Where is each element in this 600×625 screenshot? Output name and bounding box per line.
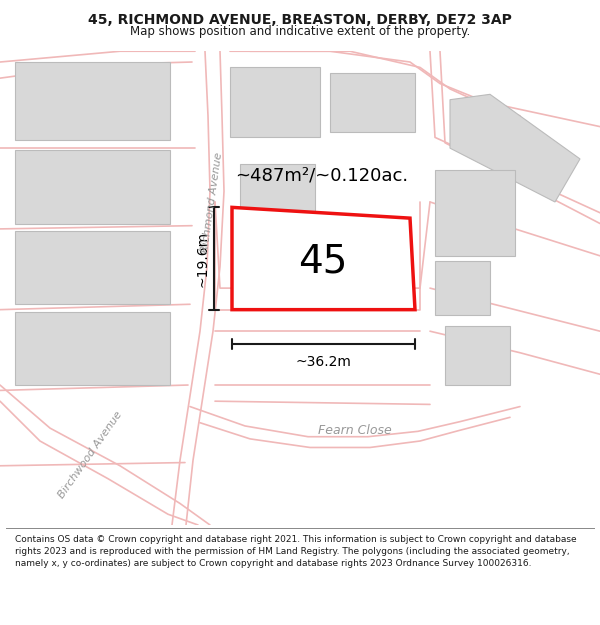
Polygon shape: [232, 208, 415, 309]
Bar: [15, 312, 170, 385]
Bar: [15, 62, 170, 139]
Text: Contains OS data © Crown copyright and database right 2021. This information is : Contains OS data © Crown copyright and d…: [15, 535, 577, 568]
Bar: [15, 150, 170, 224]
Polygon shape: [450, 94, 580, 202]
Text: Fearn Close: Fearn Close: [318, 424, 392, 437]
Text: Richmond Avenue: Richmond Avenue: [200, 151, 224, 253]
Bar: [230, 68, 320, 138]
Text: ~487m²/~0.120ac.: ~487m²/~0.120ac.: [235, 166, 408, 184]
Bar: [15, 231, 170, 304]
Text: Birchwood Avenue: Birchwood Avenue: [56, 409, 124, 501]
Text: Map shows position and indicative extent of the property.: Map shows position and indicative extent…: [130, 26, 470, 39]
Bar: [435, 169, 515, 256]
Text: ~36.2m: ~36.2m: [296, 355, 352, 369]
Bar: [435, 261, 490, 315]
Bar: [330, 72, 415, 132]
Bar: [240, 164, 315, 239]
Text: 45, RICHMOND AVENUE, BREASTON, DERBY, DE72 3AP: 45, RICHMOND AVENUE, BREASTON, DERBY, DE…: [88, 12, 512, 27]
Bar: [445, 326, 510, 385]
Text: ~19.6m: ~19.6m: [196, 231, 210, 287]
Text: 45: 45: [298, 242, 347, 280]
